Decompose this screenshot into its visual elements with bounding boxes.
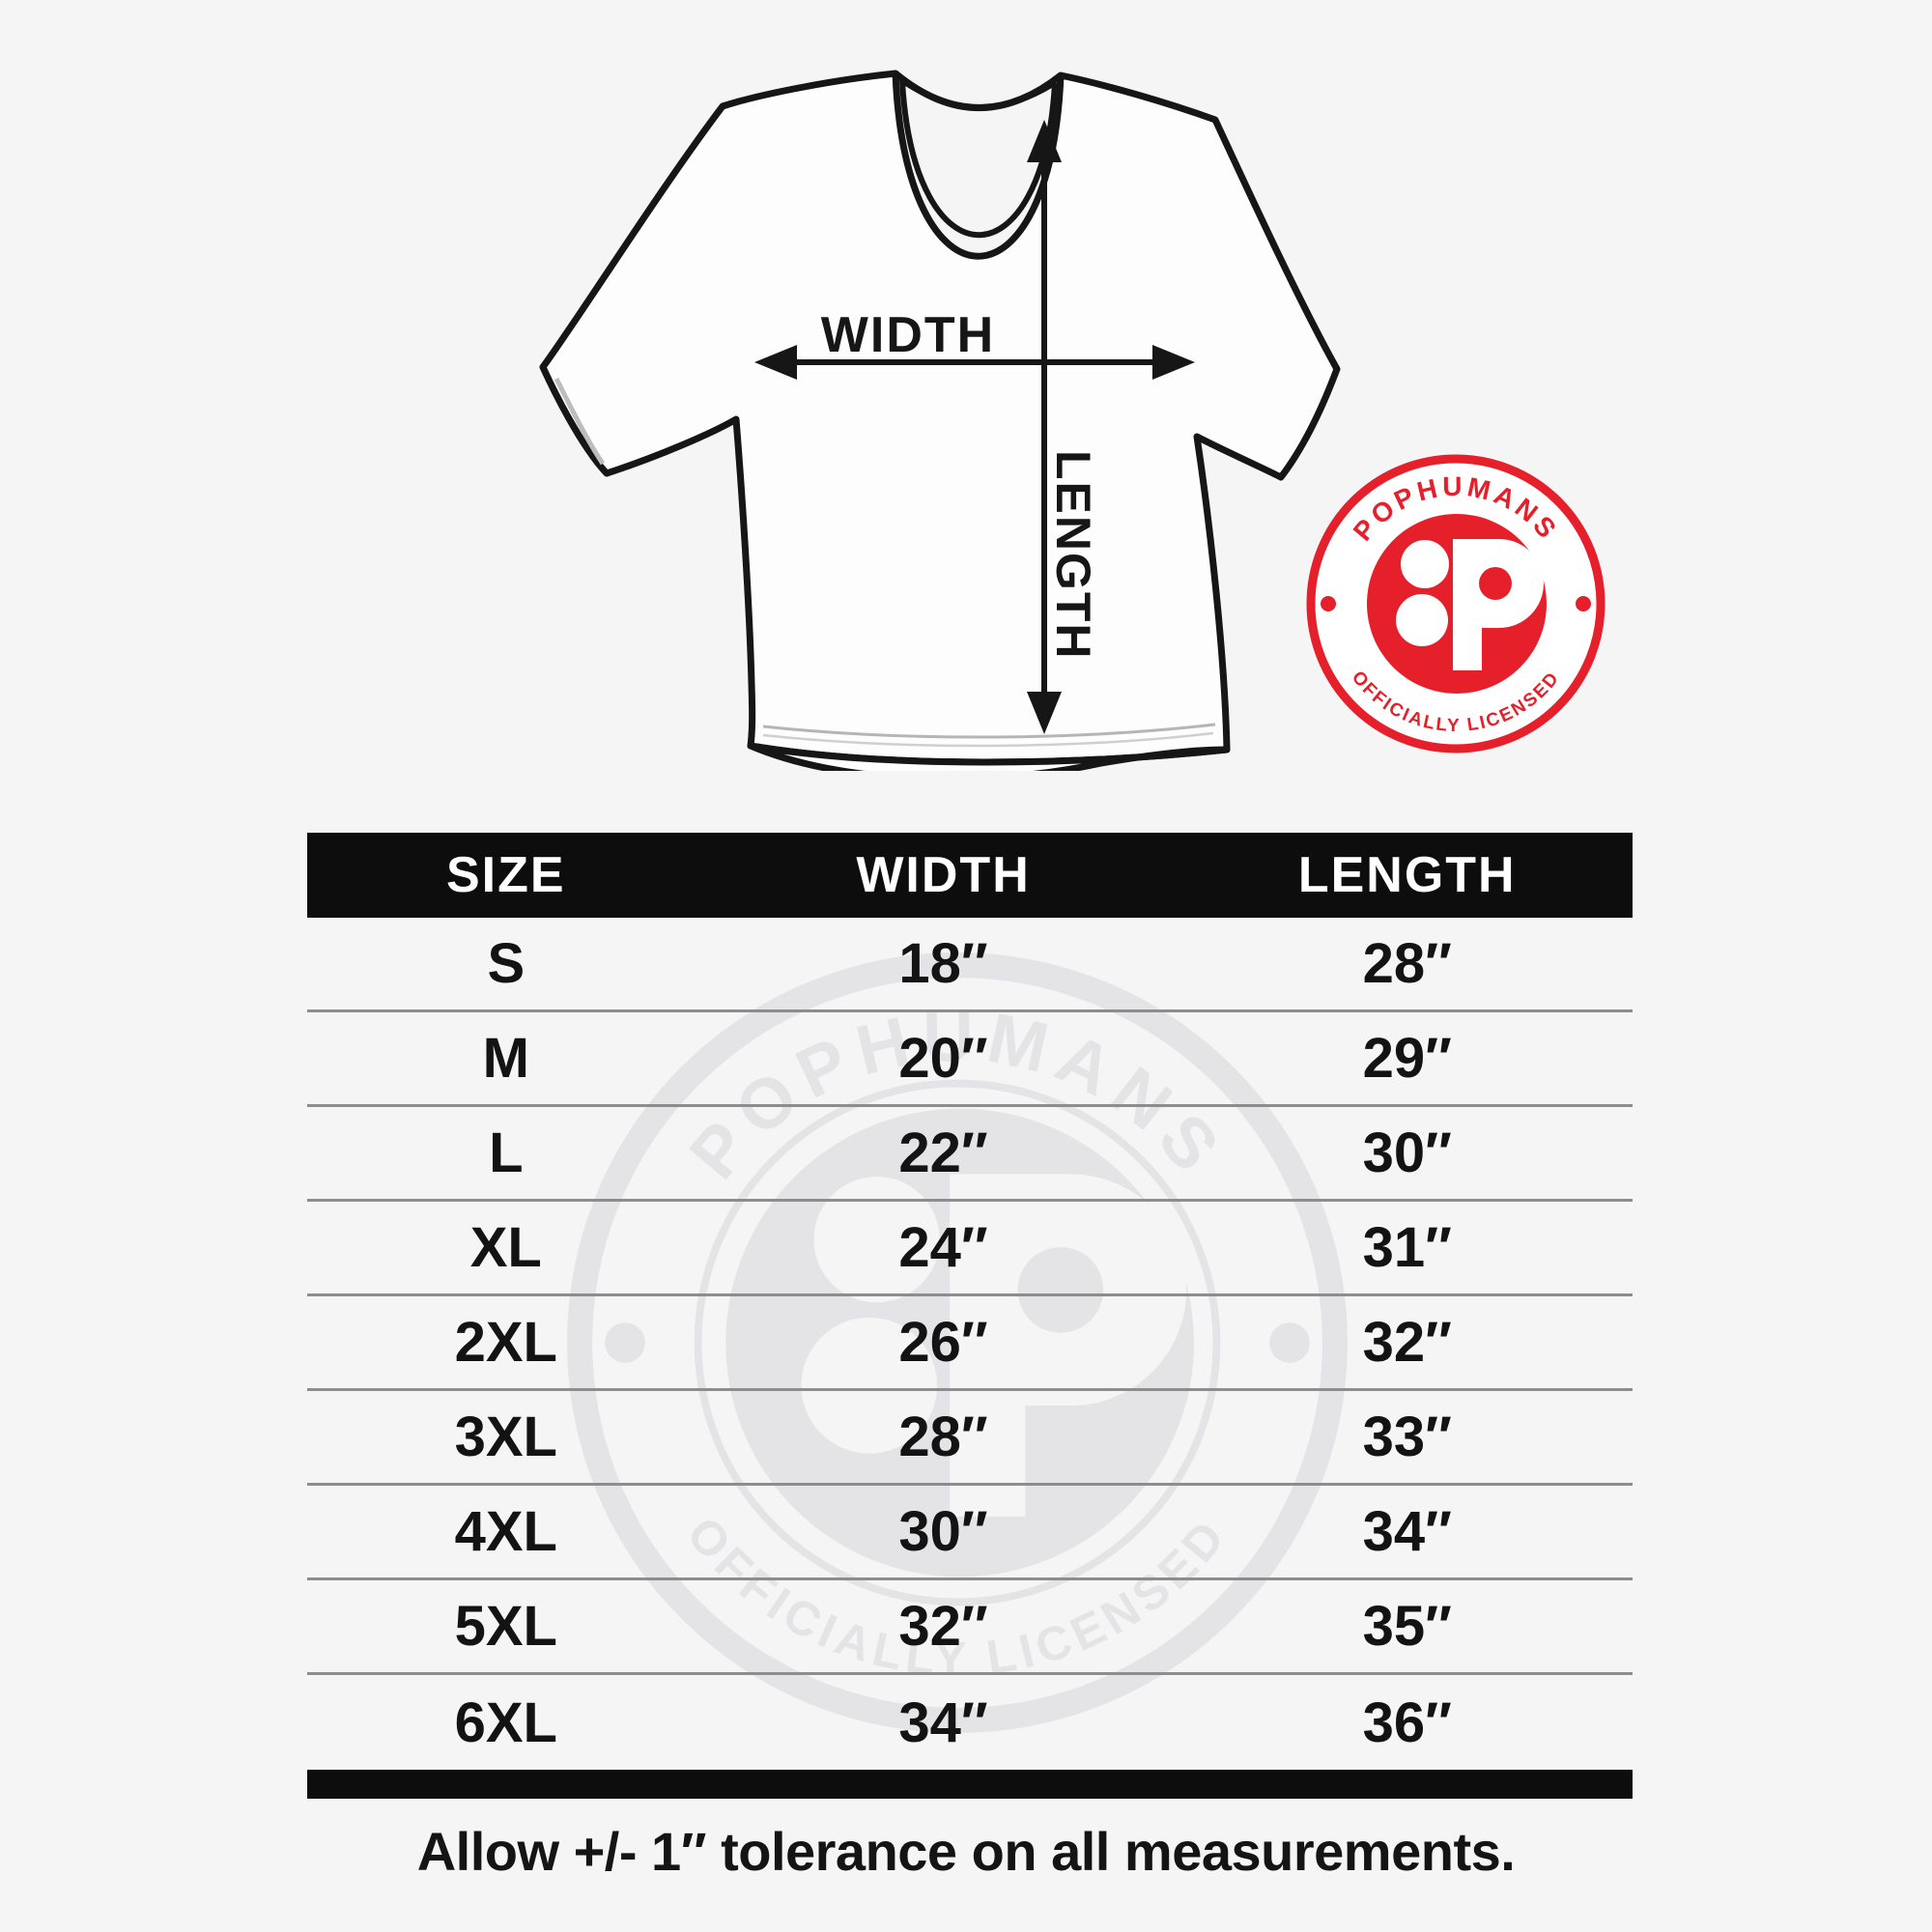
table-row: S 18″ 28″	[307, 918, 1633, 1012]
cell-width: 34″	[898, 1690, 988, 1754]
header-size: SIZE	[446, 847, 566, 903]
table-row: 6XL 34″ 36″	[307, 1675, 1633, 1770]
cell-size: M	[482, 1027, 529, 1090]
size-table-body: S 18″ 28″ M 20″ 29″ L 22″ 30″ XL 24″ 31″ 2XL 26″ 32″ 3X…	[307, 918, 1633, 1770]
cell-width: 28″	[898, 1406, 988, 1468]
cell-width: 32″	[898, 1595, 988, 1658]
watermark-outer-ring	[567, 952, 1348, 1733]
size-table-bottom-bar	[307, 1770, 1633, 1799]
header-length: LENGTH	[1297, 847, 1517, 903]
cell-size: 4XL	[454, 1500, 557, 1563]
cell-size: 3XL	[454, 1406, 557, 1468]
table-row: 4XL 30″ 34″	[307, 1486, 1633, 1580]
watermark-left-dot	[605, 1322, 645, 1363]
table-row: M 20″ 29″	[307, 1012, 1633, 1107]
badge-right-dot	[1576, 596, 1591, 611]
cell-length: 36″	[1362, 1690, 1452, 1754]
cell-width: 24″	[898, 1216, 988, 1279]
badge-left-dot	[1321, 596, 1336, 611]
watermark-logo-p	[950, 1174, 1187, 1517]
badge-logo-dot-top	[1401, 540, 1449, 588]
cell-length: 35″	[1362, 1595, 1452, 1658]
watermark-right-dot	[1269, 1322, 1310, 1363]
table-row: 5XL 32″ 35″	[307, 1580, 1633, 1675]
cell-length: 34″	[1362, 1500, 1452, 1563]
cell-width: 26″	[898, 1311, 988, 1374]
cell-length: 29″	[1362, 1027, 1452, 1090]
width-arrow	[754, 345, 1195, 380]
watermark-inner-ring	[694, 1079, 1221, 1606]
badge-logo-p	[1453, 539, 1544, 670]
badge-logo-p-counter	[1479, 567, 1512, 600]
size-table: SIZE WIDTH LENGTH S 18″ 28″ M 20″ 29″ L 22″ 30″ X…	[307, 833, 1633, 1799]
tshirt-diagram: WIDTH LENGTH	[539, 70, 1341, 771]
table-row: 3XL 28″ 33″	[307, 1391, 1633, 1486]
watermark-logo-p-counter	[1017, 1246, 1104, 1333]
tolerance-note: Allow +/- 1″ tolerance on all measuremen…	[416, 1821, 1516, 1882]
tshirt-collar-inner-line	[902, 81, 1055, 110]
cell-size: L	[489, 1122, 524, 1184]
cell-width: 30″	[898, 1500, 988, 1563]
watermark-logo-dot-top	[813, 1177, 940, 1303]
badge-logo-dot-bottom	[1396, 594, 1448, 646]
tshirt-hem-stitch	[762, 723, 1216, 739]
cell-length: 30″	[1362, 1122, 1452, 1184]
tshirt-outline	[539, 70, 1341, 766]
tshirt-hem-fold	[747, 742, 1231, 771]
cell-length: 31″	[1362, 1216, 1452, 1279]
cell-size: 2XL	[454, 1311, 557, 1374]
table-row: XL 24″ 31″	[307, 1202, 1633, 1296]
pophumans-badge: POPHUMANS OFFICIALLY LICENSED	[1306, 454, 1605, 753]
table-row: 2XL 26″ 32″	[307, 1296, 1633, 1391]
cell-size: 6XL	[454, 1690, 557, 1754]
pophumans-watermark: POPHUMANS OFFICIALLY LICENSED	[567, 952, 1348, 1733]
cell-length: 32″	[1362, 1311, 1452, 1374]
tshirt-hem-stitch-2	[762, 731, 1214, 748]
table-row: L 22″ 30″	[307, 1107, 1633, 1202]
width-label: WIDTH	[821, 307, 995, 363]
cell-size: 5XL	[454, 1595, 557, 1658]
cell-size: S	[487, 932, 526, 995]
size-table-header: SIZE WIDTH LENGTH	[307, 833, 1633, 918]
cell-length: 33″	[1362, 1406, 1452, 1468]
header-width: WIDTH	[856, 847, 1031, 903]
length-label: LENGTH	[1046, 450, 1100, 661]
cell-length: 28″	[1362, 932, 1452, 995]
cell-width: 18″	[898, 932, 988, 995]
length-arrow	[1027, 120, 1062, 734]
cell-size: XL	[469, 1216, 542, 1279]
cell-width: 22″	[898, 1122, 988, 1184]
cell-width: 20″	[898, 1027, 988, 1090]
tshirt-cuff-shadow	[554, 377, 606, 466]
badge-outer-ring	[1306, 454, 1605, 753]
watermark-logo-dot-bottom	[801, 1317, 938, 1454]
